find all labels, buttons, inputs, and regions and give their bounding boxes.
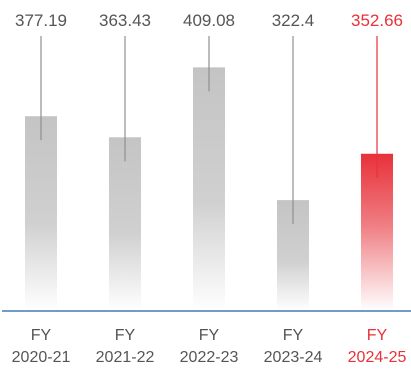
x-tick-label-4-line-1: FY (283, 327, 304, 344)
x-tick-label-2-line-2: 2021-22 (96, 349, 155, 366)
bar-3 (193, 67, 225, 312)
x-tick-label-5-line-1: FY (367, 327, 388, 344)
x-tick-label-1-line-1: FY (31, 327, 52, 344)
x-tick-label-5-line-2: 2024-25 (348, 349, 407, 366)
bar-2 (109, 137, 141, 311)
labels-layer: 377.19 FY 2020-21 363.43 FY 2021-22 409.08 FY 20… (12, 11, 407, 366)
value-label-2: 363.43 (99, 11, 151, 30)
x-tick-label-3-line-2: 2022-23 (180, 349, 239, 366)
value-label-5: 352.66 (351, 11, 403, 30)
bar-1 (25, 116, 57, 311)
value-label-3: 409.08 (183, 11, 235, 30)
x-tick-label-1-line-2: 2020-21 (12, 349, 71, 366)
x-tick-label-2-line-1: FY (115, 327, 136, 344)
value-label-1: 377.19 (15, 11, 67, 30)
x-tick-label-4-line-2: 2023-24 (264, 349, 323, 366)
x-tick-label-3-line-1: FY (199, 327, 220, 344)
bars-layer (25, 36, 393, 312)
value-label-4: 322.4 (272, 11, 315, 30)
bar-5 (361, 153, 393, 311)
